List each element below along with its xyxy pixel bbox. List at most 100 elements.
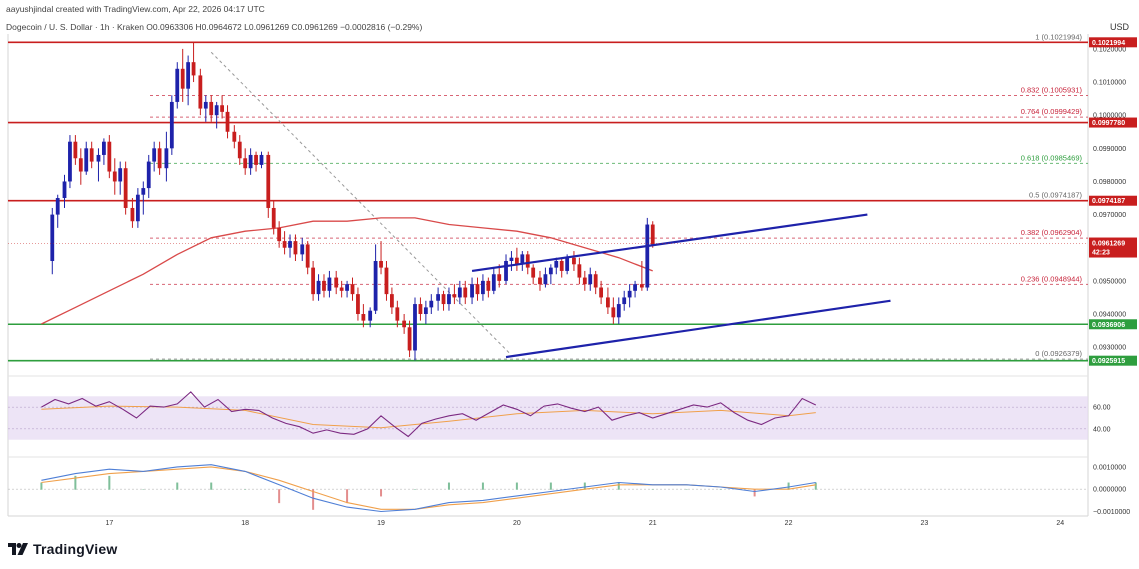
macd-histogram-bar <box>142 489 145 490</box>
macd-histogram-bar <box>414 489 416 490</box>
support-price-tag <box>1089 355 1137 366</box>
bullish-candle <box>62 181 67 199</box>
resistance-price-tag <box>1089 117 1137 128</box>
bullish-candle <box>259 154 264 165</box>
macd-signal-line <box>41 466 816 510</box>
bearish-candle <box>384 267 389 295</box>
bearish-candle <box>418 304 423 315</box>
bearish-candle <box>441 294 446 305</box>
bearish-candle <box>538 277 542 285</box>
bearish-candle <box>531 267 536 278</box>
price-tick-label: 0.0980000 <box>1093 179 1126 186</box>
macd-histogram-bar <box>176 482 179 490</box>
bullish-candle <box>102 141 106 155</box>
bearish-candle <box>305 244 310 268</box>
bullish-candle <box>84 148 89 172</box>
bearish-candle <box>107 141 112 172</box>
macd-histogram-bar <box>108 475 111 490</box>
bullish-candle <box>543 274 548 285</box>
date-tick-label: 23 <box>921 520 929 527</box>
rsi-tick-label: 40.00 <box>1093 426 1111 433</box>
bearish-candle <box>198 75 203 109</box>
bullish-candle <box>300 244 305 255</box>
bullish-candle <box>554 260 559 268</box>
bearish-candle <box>293 241 298 255</box>
date-tick-label: 18 <box>241 520 249 527</box>
support-price-tag-label: 0.0936906 <box>1092 322 1125 329</box>
macd-histogram-bar <box>278 489 281 504</box>
tradingview-brand[interactable]: TradingView <box>8 541 117 557</box>
bearish-candle <box>243 158 248 169</box>
bearish-candle <box>639 284 644 288</box>
bearish-candle <box>395 307 400 321</box>
bearish-candle <box>311 267 316 295</box>
bullish-candle <box>373 260 378 311</box>
bearish-candle <box>89 148 94 162</box>
fib-level-label: 0.764 (0.0999429) <box>1021 107 1083 116</box>
bearish-candle <box>407 327 412 351</box>
bullish-candle <box>164 148 169 169</box>
date-tick-label: 21 <box>649 520 657 527</box>
bearish-candle <box>237 141 242 159</box>
price-tick-label: 0.1000000 <box>1093 113 1126 120</box>
macd-histogram-bar <box>312 489 315 510</box>
bullish-candle <box>457 287 462 298</box>
bullish-candle <box>509 257 514 261</box>
macd-histogram-bar <box>651 489 654 490</box>
bearish-candle <box>322 280 326 291</box>
bullish-candle <box>152 148 157 162</box>
bearish-candle <box>514 257 519 265</box>
bearish-candle <box>130 207 135 222</box>
chart-creator-caption: aayushjindal created with TradingView.co… <box>6 4 265 14</box>
bearish-candle <box>350 284 355 295</box>
bullish-candle <box>423 307 428 315</box>
bullish-candle <box>146 161 151 189</box>
current-price-tag <box>1089 237 1137 258</box>
macd-histogram-bar <box>244 489 247 490</box>
bearish-candle <box>112 171 117 182</box>
bullish-candle <box>186 62 191 89</box>
macd-histogram-bar <box>583 482 586 490</box>
price-tick-label: 0.0950000 <box>1093 278 1126 285</box>
bullish-candle <box>169 101 174 149</box>
rsi-line <box>41 391 817 438</box>
date-tick-label: 22 <box>785 520 793 527</box>
bullish-candle <box>470 284 474 298</box>
bullish-candle <box>118 168 123 182</box>
rsi-ma-line <box>41 405 816 429</box>
bullish-candle <box>327 277 332 291</box>
support-price-tag <box>1089 319 1137 330</box>
macd-line <box>41 464 816 513</box>
macd-histogram-bar <box>447 482 450 490</box>
price-tick-label: 0.0990000 <box>1093 146 1126 153</box>
bullish-candle <box>203 101 208 109</box>
bearish-candle <box>277 227 282 242</box>
fib-level-label: 0.236 (0.0948944) <box>1021 274 1083 283</box>
bearish-candle <box>572 257 576 265</box>
price-tick-label: 0.1010000 <box>1093 80 1126 87</box>
bearish-candle <box>463 287 468 298</box>
bearish-candle <box>209 101 214 116</box>
macd-histogram-bar <box>719 489 722 490</box>
bullish-candle <box>55 198 60 215</box>
bearish-candle <box>475 284 480 295</box>
bullish-candle <box>214 105 219 116</box>
bullish-candle <box>248 154 253 169</box>
resistance-price-tag <box>1089 195 1137 206</box>
macd-histogram-bar <box>380 489 383 497</box>
bearish-candle <box>593 274 598 288</box>
bullish-candle <box>316 280 321 295</box>
macd-histogram-bar <box>814 482 817 490</box>
fib-level-label: 1 (0.1021994) <box>1035 32 1082 41</box>
macd-tick-label: 0.0010000 <box>1093 464 1126 471</box>
bullish-candle <box>368 310 373 321</box>
bearish-candle <box>123 168 128 208</box>
bearish-candle <box>577 264 582 278</box>
bullish-candle <box>565 257 570 271</box>
bearish-candle <box>599 287 604 298</box>
macd-histogram-bar <box>617 482 620 490</box>
fib-level-label: 0 (0.0926379) <box>1035 349 1082 358</box>
bullish-candle <box>616 304 621 318</box>
bearish-candle <box>73 141 78 159</box>
